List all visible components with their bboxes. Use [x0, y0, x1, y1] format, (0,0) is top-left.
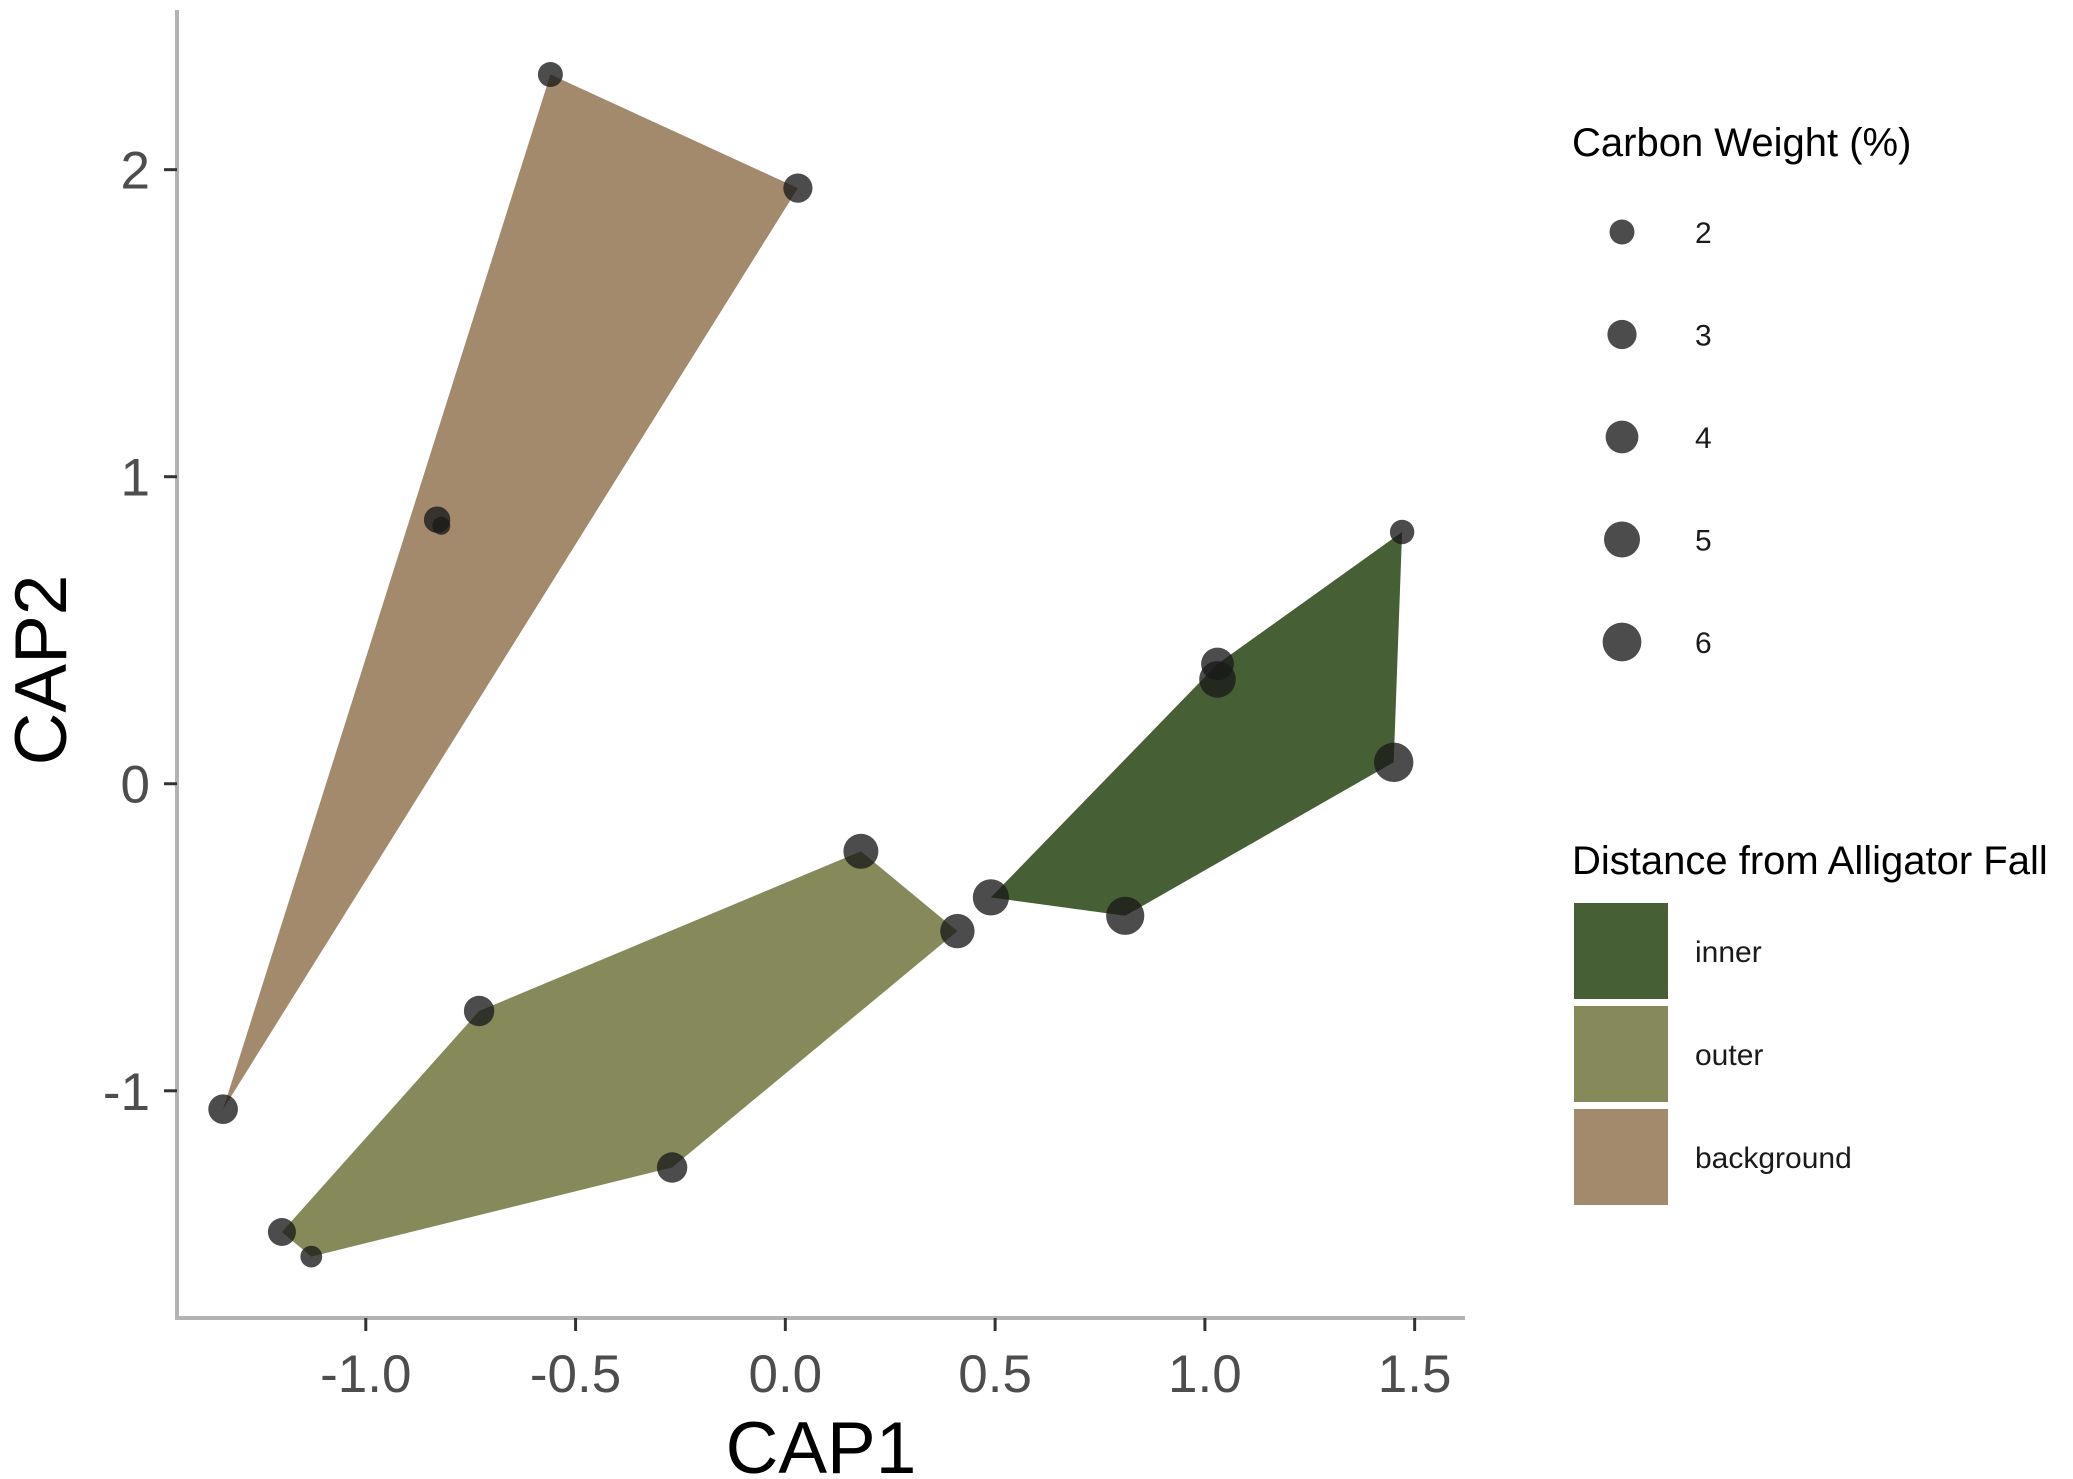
x-tick-label: 0.0 [748, 1345, 822, 1404]
data-point [463, 995, 495, 1027]
hull-background [223, 74, 798, 1110]
group-legend-key-inner [1574, 903, 1668, 999]
x-tick-label: -1.0 [320, 1345, 411, 1404]
data-point [208, 1094, 238, 1124]
size-legend-label: 6 [1695, 627, 1712, 660]
data-point [1389, 519, 1415, 545]
size-legend-key [1604, 521, 1640, 558]
data-point [267, 1218, 296, 1246]
data-points [208, 62, 1415, 1268]
y-tick-label: -1 [103, 1063, 150, 1122]
group-legend-label: background [1695, 1142, 1852, 1175]
data-point [972, 879, 1010, 916]
data-point [1374, 742, 1414, 782]
data-point [940, 913, 975, 949]
group-legend: inner outer background [1574, 903, 1852, 1205]
x-tick-label: 1.0 [1168, 1345, 1242, 1404]
y-tick-label: 2 [121, 142, 150, 201]
data-point [843, 833, 879, 869]
size-legend-label: 3 [1695, 320, 1712, 353]
data-point [783, 173, 813, 203]
y-tick-label: 1 [121, 449, 150, 508]
size-legend-label: 4 [1695, 422, 1712, 455]
size-legend-key [1609, 219, 1635, 245]
data-point [537, 62, 563, 87]
group-legend-title: Distance from Alligator Fall [1572, 839, 2048, 883]
size-legend: 2 3 4 5 6 [1602, 217, 1712, 662]
size-legend-key [1602, 622, 1642, 662]
data-point [1199, 661, 1236, 698]
x-tick-label: 0.5 [958, 1345, 1032, 1404]
group-legend-label: outer [1695, 1039, 1763, 1072]
data-point [1106, 896, 1145, 935]
data-point [300, 1245, 323, 1268]
group-legend-key-background [1574, 1109, 1668, 1205]
group-hulls [223, 74, 1403, 1257]
x-tick-label: -0.5 [530, 1345, 621, 1404]
hull-outer [281, 851, 958, 1257]
size-legend-key [1605, 420, 1639, 454]
y-tick-label: 0 [121, 756, 150, 815]
size-legend-key [1607, 319, 1637, 350]
size-legend-label: 2 [1695, 217, 1712, 250]
x-tick-label: 1.5 [1378, 1345, 1452, 1404]
y-axis-ticks: -1 0 1 2 [103, 142, 177, 1122]
data-point [656, 1152, 688, 1183]
data-point [432, 516, 451, 535]
x-axis-title: CAP1 [726, 1408, 917, 1479]
group-legend-key-outer [1574, 1006, 1668, 1102]
x-axis-ticks: -1.0 -0.5 0.0 0.5 1.0 1.5 [320, 1318, 1451, 1404]
y-axis-title: CAP2 [1, 575, 82, 766]
group-legend-label: inner [1695, 936, 1762, 969]
size-legend-title: Carbon Weight (%) [1572, 121, 1911, 165]
hull-inner [990, 532, 1403, 916]
size-legend-label: 5 [1695, 525, 1712, 558]
